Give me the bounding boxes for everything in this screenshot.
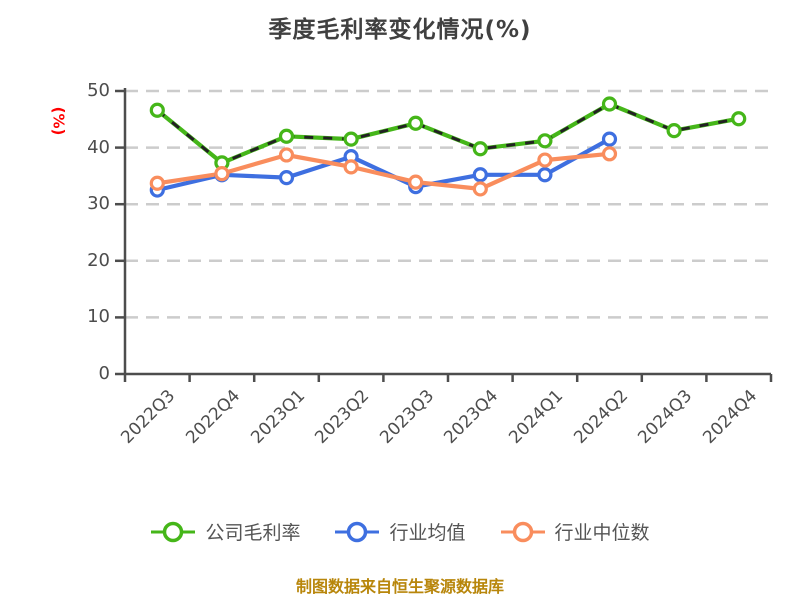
data-point-公司毛利率-2024Q4 [731,111,747,127]
data-point-公司毛利率-2024Q2 [601,96,618,112]
series-line-0 [155,101,741,165]
data-source-note: 制图数据来自恒生聚源数据库 [295,577,504,596]
data-point-行业中位数-2023Q4 [472,181,488,197]
y-tick-label-30: 30 [87,193,110,215]
data-point-公司毛利率-2024Q1 [537,133,553,149]
data-point-公司毛利率-2023Q4 [472,141,488,157]
data-point-行业中位数-2023Q3 [408,174,424,190]
data-point-行业中位数-2022Q4 [214,166,230,182]
data-point-行业均值-2023Q4 [472,167,488,183]
data-point-公司毛利率-2024Q3 [666,123,682,139]
legend-item-industry-median[interactable]: 行业中位数 [500,518,650,545]
y-tick-label-40: 40 [87,136,110,158]
data-point-行业中位数-2024Q2 [601,146,618,162]
chart-legend: 公司毛利率 行业均值 行业中位数 [0,518,800,545]
data-point-行业均值-2024Q1 [537,167,553,183]
data-point-公司毛利率-2023Q1 [278,128,295,144]
y-tick-label-20: 20 [87,249,110,271]
legend-label-industry-mean: 行业均值 [389,522,466,544]
legend-marker-blue-icon [335,521,380,542]
data-point-行业中位数-2024Q1 [537,152,553,168]
series-line-2 [155,151,612,191]
data-point-行业中位数-2023Q2 [343,159,359,175]
y-tick-label-0: 0 [98,363,110,384]
data-point-行业均值-2023Q1 [278,169,295,186]
legend-label-industry-median: 行业中位数 [554,522,650,544]
legend-marker-orange-icon [500,521,545,542]
legend-item-industry-mean[interactable]: 行业均值 [334,518,466,545]
series-line-0-dash-overlay [156,102,739,165]
y-tick-label-50: 50 [87,80,110,101]
data-point-行业均值-2024Q2 [601,131,618,147]
legend-marker-green-icon [151,521,196,542]
series-line-1 [155,137,612,193]
data-point-公司毛利率-2023Q3 [408,115,424,131]
data-point-行业中位数-2022Q3 [149,175,165,191]
y-tick-label-10: 10 [87,306,110,328]
data-point-行业中位数-2023Q1 [278,147,295,163]
legend-item-company-margin[interactable]: 公司毛利率 [150,518,300,545]
legend-label-company-margin: 公司毛利率 [205,522,301,544]
data-point-公司毛利率-2022Q3 [149,102,165,118]
chart-title: 季度毛利率变化情况(%) [268,17,532,43]
data-point-公司毛利率-2023Q2 [343,131,359,147]
